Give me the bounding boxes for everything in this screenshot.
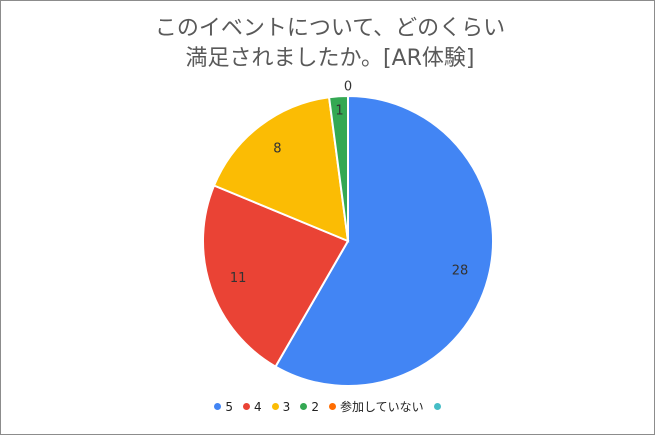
legend-item-4: 参加していない xyxy=(328,398,424,415)
legend-item-5 xyxy=(433,403,441,410)
legend-item-0: 5 xyxy=(214,400,233,414)
pie-slice-1 xyxy=(202,184,350,368)
legend-swatch-5 xyxy=(433,403,441,410)
legend-item-1: 4 xyxy=(243,400,262,414)
legend-item-2: 3 xyxy=(271,399,291,414)
legend-swatch-1 xyxy=(243,403,251,410)
pie-slice-0 xyxy=(274,94,494,387)
chart-title: このイベントについて、どのくらい 満足されましたか。[AR体験] xyxy=(100,14,560,74)
chart-title-line-1: このイベントについて、どのくらい xyxy=(154,16,506,41)
legend-swatch-2 xyxy=(271,403,279,410)
legend-swatch-3 xyxy=(300,403,308,410)
pie-slice-2 xyxy=(212,96,350,243)
data-label-4: 0 xyxy=(344,80,352,95)
data-label-1: 11 xyxy=(230,271,247,286)
pie-slice-3 xyxy=(327,94,349,242)
chart-title-line-2: 満足されましたか。[AR体験] xyxy=(185,46,475,71)
legend-label-3: 2 xyxy=(311,399,319,414)
legend-label-2: 3 xyxy=(282,399,291,414)
legend-swatch-4 xyxy=(328,403,336,410)
legend-swatch-0 xyxy=(214,403,222,410)
legend-item-3: 2 xyxy=(300,400,319,414)
data-label-0: 28 xyxy=(452,264,469,279)
legend-label-1: 4 xyxy=(254,399,262,414)
legend: 5 4 3 2 参加していない xyxy=(0,398,655,415)
data-label-3: 1 xyxy=(335,103,343,118)
legend-label-0: 5 xyxy=(225,399,234,414)
legend-label-4: 参加していない xyxy=(339,400,424,414)
data-label-2: 8 xyxy=(273,141,281,156)
